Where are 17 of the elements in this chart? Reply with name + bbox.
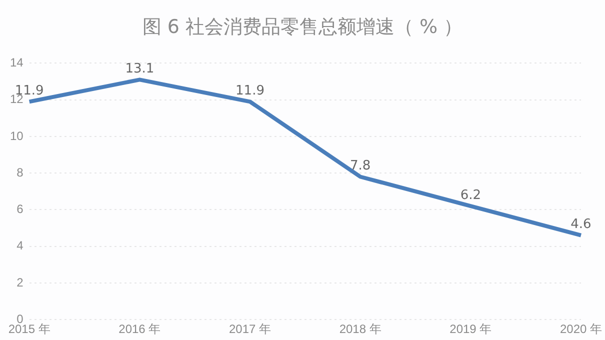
x-tick-label: 2020 年 [560, 322, 602, 336]
data-label: 6.2 [460, 188, 481, 203]
y-tick-label: 4 [16, 238, 24, 253]
y-tick-label: 10 [10, 128, 24, 143]
data-label: 4.6 [570, 217, 592, 232]
chart-title: 图 6 社会消费品零售总额增速（ % ） [141, 15, 464, 40]
x-tick-label: 2017 年 [228, 322, 272, 336]
y-tick-label: 6 [16, 202, 24, 216]
x-tick-label: 2016 年 [118, 322, 161, 336]
y-tick-label: 8 [16, 165, 24, 180]
x-tick-label: 2018 年 [339, 322, 382, 336]
data-label: 13.1 [125, 62, 154, 77]
data-label: 11.9 [236, 84, 264, 99]
data-label: 7.8 [350, 158, 371, 174]
x-tick-label: 2019 年 [450, 322, 492, 336]
y-tick-label: 2 [16, 275, 24, 290]
y-tick-label: 14 [10, 56, 24, 70]
